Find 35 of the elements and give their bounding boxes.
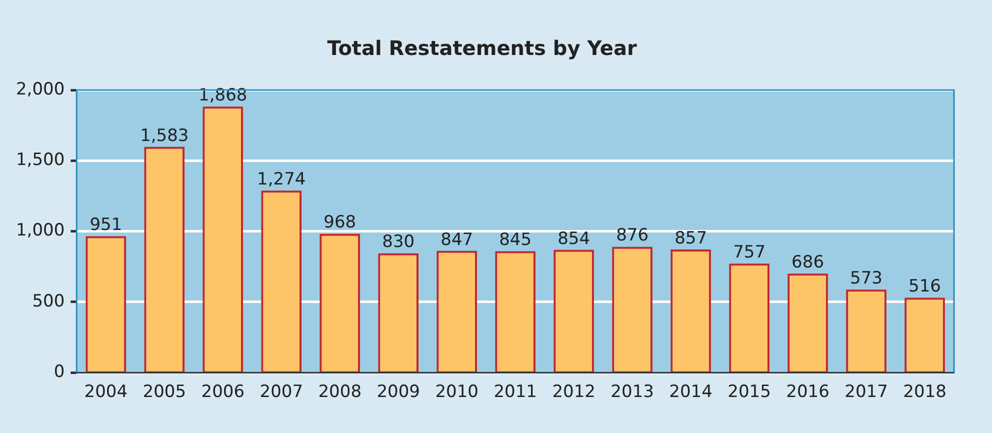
x-tick-label: 2015 — [728, 382, 771, 402]
data-label: 1,274 — [257, 170, 306, 190]
data-label: 847 — [440, 230, 474, 250]
data-label: 516 — [908, 276, 941, 297]
x-tick-label: 2016 — [786, 382, 830, 402]
x-tick-label: 2013 — [610, 382, 654, 402]
data-label: 854 — [558, 228, 590, 249]
data-label: 968 — [324, 212, 356, 233]
x-tick-label: 2006 — [201, 382, 245, 402]
y-tick-label: 500 — [32, 291, 65, 312]
data-label: 573 — [850, 268, 882, 289]
data-label: 830 — [382, 232, 415, 252]
x-tick-label: 2014 — [669, 382, 712, 402]
data-label: 951 — [90, 215, 122, 236]
data-label: 876 — [616, 226, 649, 246]
x-tick-label: 2010 — [435, 382, 478, 402]
x-tick-label: 2008 — [318, 382, 362, 402]
chart-title: Total Restatements by Year — [327, 36, 637, 60]
data-label: 686 — [792, 252, 824, 273]
x-tick-label: 2007 — [260, 382, 304, 402]
x-tick-label: 2012 — [552, 382, 596, 402]
x-tick-label: 2004 — [84, 382, 128, 402]
y-tick-label: 0 — [54, 362, 65, 382]
y-tick-label: 1,000 — [16, 220, 65, 241]
x-tick-label: 2005 — [142, 382, 186, 402]
y-tick-label: 2,000 — [16, 79, 65, 100]
data-label: 757 — [733, 242, 766, 263]
data-label: 1,583 — [140, 126, 189, 146]
x-tick-label: 2017 — [844, 382, 888, 402]
x-tick-label: 2018 — [903, 382, 946, 402]
x-tick-label: 2011 — [494, 382, 537, 402]
x-tick-label: 2009 — [376, 382, 420, 402]
data-label: 845 — [499, 230, 532, 250]
y-tick-label: 1,500 — [16, 150, 65, 170]
data-label: 857 — [674, 228, 708, 248]
